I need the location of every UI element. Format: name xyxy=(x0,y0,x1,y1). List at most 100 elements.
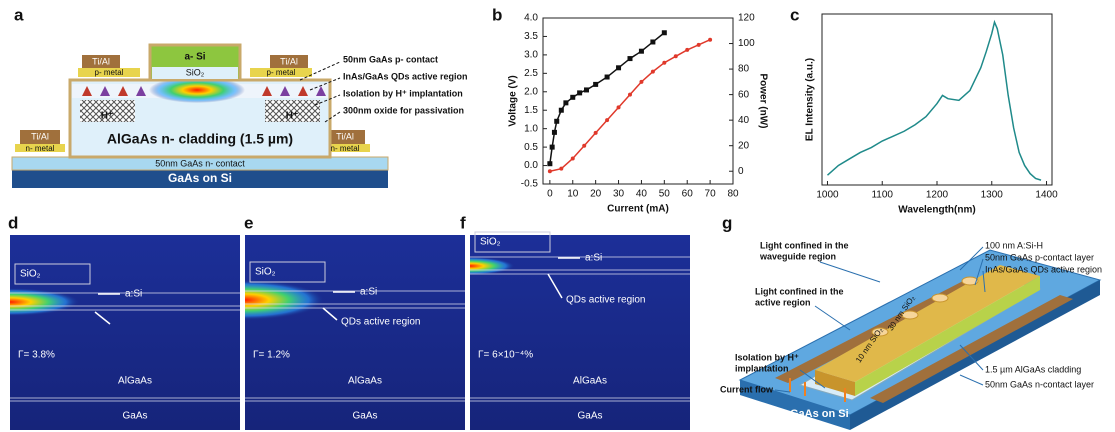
data-point xyxy=(558,107,564,113)
data-point xyxy=(685,47,690,52)
cladding-label: AlGaAs xyxy=(118,376,152,387)
x-axis-label: Current (mA) xyxy=(607,204,669,215)
panel-label: a xyxy=(14,5,24,24)
implant-region xyxy=(265,100,320,122)
y-tick-label: 2.0 xyxy=(524,86,538,97)
callout: InAs/GaAs QDs active region xyxy=(343,71,468,81)
x-tick-label: 70 xyxy=(705,189,717,200)
substrate-layer xyxy=(12,170,388,188)
panel-label: g xyxy=(722,213,732,232)
data-point xyxy=(559,166,564,171)
x-tick-label: 1200 xyxy=(926,190,949,201)
data-point xyxy=(549,144,555,150)
arrow xyxy=(322,307,338,321)
plot-frame xyxy=(821,13,1053,186)
data-point xyxy=(696,42,701,47)
sio2-label: SiO₂ xyxy=(255,267,276,278)
x-tick-label: 1300 xyxy=(981,190,1004,201)
sio2-label: SiO₂ xyxy=(20,269,41,280)
x-tick-label: 1000 xyxy=(816,190,839,201)
data-point xyxy=(570,156,575,161)
gamma-label: Γ= 3.8% xyxy=(18,350,55,361)
y2-tick-label: 40 xyxy=(738,115,750,126)
n-metal xyxy=(15,144,65,152)
g-layer-label: 50nm GaAs n-contact layer xyxy=(985,379,1094,389)
data-point xyxy=(627,56,633,62)
implant-region xyxy=(80,100,135,122)
cladding-label: AlGaAs xyxy=(573,376,607,387)
y2-tick-label: 20 xyxy=(738,140,750,151)
data-point xyxy=(616,65,622,71)
plot-frame xyxy=(542,17,734,185)
substrate-label: GaAs xyxy=(577,411,602,422)
data-point xyxy=(605,118,610,123)
x-tick-label: 80 xyxy=(727,189,739,200)
g-label: Current flow xyxy=(720,384,774,394)
current-arrows xyxy=(789,378,846,402)
data-point xyxy=(570,94,576,100)
quantum-dot xyxy=(82,86,92,96)
qd-label: QDs active region xyxy=(341,317,420,328)
substrate-label: GaAs xyxy=(352,411,377,422)
mode-background xyxy=(10,235,240,430)
arrow xyxy=(547,273,563,299)
ridge-top xyxy=(815,265,1040,382)
g-layer-label: 100 nm A:Si-H xyxy=(985,240,1043,250)
data-point xyxy=(662,60,667,65)
callout-lines xyxy=(299,61,341,123)
ti-al-contact xyxy=(325,130,365,144)
data-point xyxy=(616,105,621,110)
data-point xyxy=(593,81,599,87)
a-si-label: a:Si xyxy=(360,287,377,298)
contact-strip xyxy=(870,295,1073,403)
y-tick-label: 3.5 xyxy=(524,31,538,42)
data-point xyxy=(563,100,569,106)
ridge-side xyxy=(855,276,1040,396)
charts: 0 10 20 30 40 50 60 70 80 -0.5 0.0 0.5 1.0 1.5 2.0 2.5 3… xyxy=(508,13,1058,216)
data-point xyxy=(661,30,667,36)
qd-label: QDs active region xyxy=(566,295,645,306)
g-label: Light confined in the xyxy=(755,286,844,296)
panel-label: c xyxy=(790,5,799,24)
y2-tick-label: 60 xyxy=(738,89,750,100)
callout: 50nm GaAs p- contact xyxy=(343,54,438,64)
mode-field xyxy=(245,280,325,320)
y-axis-label: EL Intensity (a.u.) xyxy=(805,58,816,141)
data-point xyxy=(593,130,598,135)
series-line xyxy=(826,19,1042,181)
callout: Isolation by H⁺ implantation xyxy=(343,88,463,98)
y-tick-label: 1.5 xyxy=(524,105,538,116)
series-line xyxy=(549,32,665,164)
x-tick-label: 1100 xyxy=(871,190,893,201)
cladding-label: AlGaAs xyxy=(348,376,382,387)
data-point xyxy=(650,69,655,74)
y2-tick-label: 100 xyxy=(738,38,755,49)
quantum-dot xyxy=(100,86,110,96)
layer-label: GaAs on Si xyxy=(168,171,232,185)
layer-label: SiO₂ xyxy=(186,67,205,77)
callout: 300nm oxide for passivation xyxy=(343,105,464,115)
g-label: Light confined in the xyxy=(760,240,849,250)
y-tick-label: 4.0 xyxy=(524,13,538,24)
panel-label: b xyxy=(492,5,502,24)
data-point xyxy=(554,118,560,124)
quantum-dot xyxy=(316,86,326,96)
substrate-front xyxy=(740,380,850,430)
y-tick-label: -0.5 xyxy=(521,179,539,190)
data-point xyxy=(673,54,678,59)
layer-label: AlGaAs n- cladding (1.5 µm) xyxy=(107,131,293,147)
data-point xyxy=(547,161,553,167)
g-layer-label: 50nm GaAs p-contact layer xyxy=(985,252,1094,262)
quantum-dot xyxy=(280,86,290,96)
x-axis-label: Wavelength(nm) xyxy=(898,205,975,216)
a-si-label: a:Si xyxy=(585,253,602,264)
layer-label: Ti/Al xyxy=(280,56,298,66)
g-layer-label: 1.5 µm AlGaAs cladding xyxy=(985,364,1081,374)
panel-label: e xyxy=(244,213,253,232)
layer-label: 50nm GaAs n- contact xyxy=(155,158,245,168)
y2-tick-label: 120 xyxy=(738,13,755,24)
mode-field xyxy=(10,288,80,316)
label-lines xyxy=(774,246,986,393)
quantum-dot xyxy=(262,86,272,96)
